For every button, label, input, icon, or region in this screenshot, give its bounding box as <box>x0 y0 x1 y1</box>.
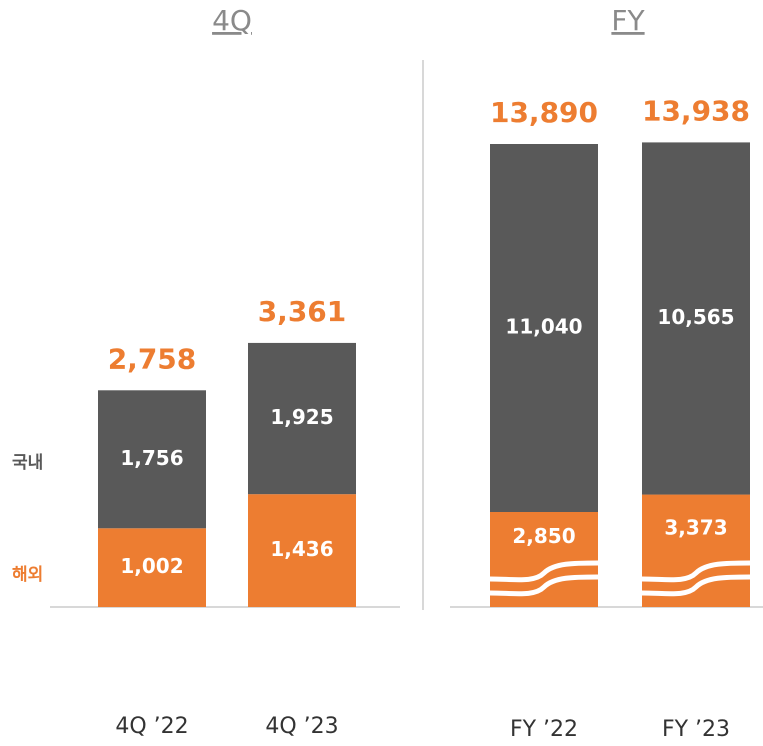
bar-segment <box>98 390 206 529</box>
legend-label: 국내 <box>12 453 43 473</box>
total-label: 2,758 <box>108 342 197 375</box>
bar-segment <box>490 144 598 512</box>
value-label: 1,925 <box>270 405 333 429</box>
axis-break <box>489 560 599 583</box>
chart-title: FY <box>611 4 645 37</box>
legend-label: 해외 <box>12 565 43 585</box>
total-label: 13,890 <box>490 96 598 129</box>
chart-title: 4Q <box>212 4 252 37</box>
x-tick-label: 4Q ’22 <box>115 714 188 739</box>
bar-segment <box>248 342 356 495</box>
axis-break <box>641 560 751 583</box>
axis-break <box>641 574 751 597</box>
x-tick-label: 4Q ’23 <box>265 714 338 739</box>
total-label: 13,938 <box>642 94 750 127</box>
x-tick-label: FY ’23 <box>662 717 730 742</box>
axis-break <box>489 574 599 597</box>
value-label: 11,040 <box>505 315 582 339</box>
value-label: 3,373 <box>664 515 727 539</box>
value-label: 10,565 <box>657 305 734 329</box>
x-tick-label: FY ’22 <box>510 717 578 742</box>
value-label: 2,850 <box>512 524 575 548</box>
bar-segment <box>248 494 356 607</box>
total-label: 3,361 <box>258 295 347 328</box>
bar-segment <box>642 142 750 495</box>
value-label: 1,002 <box>120 554 183 578</box>
value-label: 1,436 <box>270 537 333 561</box>
bar-segment <box>98 528 206 607</box>
value-label: 1,756 <box>120 446 183 470</box>
